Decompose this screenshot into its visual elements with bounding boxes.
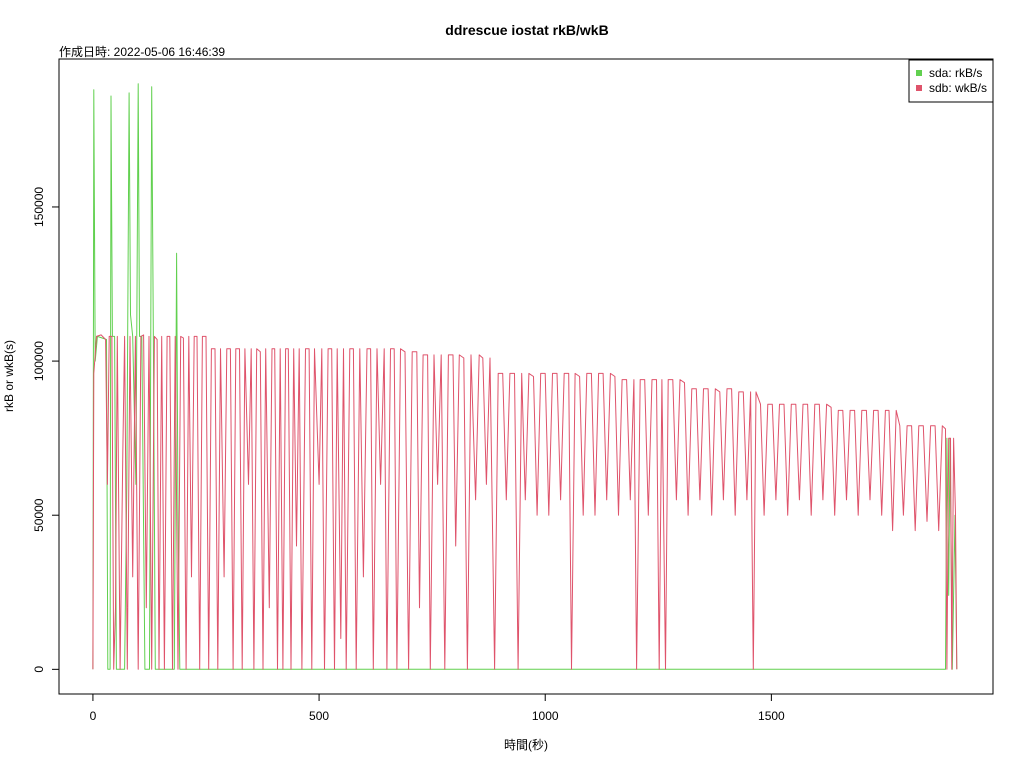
x-axis-label: 時間(秒) [504,738,548,752]
series-line-sdb [92,334,958,670]
y-axis-label: rkB or wkB(s) [2,340,16,412]
x-tick-label: 1500 [758,709,785,723]
y-tick-label: 50000 [32,498,46,532]
series-layer [92,83,958,670]
x-tick-label: 500 [309,709,329,723]
y-tick-label: 150000 [32,187,46,227]
y-tick-label: 0 [32,666,46,673]
x-axis: 0 500 1000 1500 [90,693,785,723]
legend-box [908,59,994,103]
legend: sda: rkB/s sdb: wkB/s [908,59,994,103]
legend-label-sdb: sdb: wkB/s [929,81,987,95]
y-tick-label: 100000 [32,341,46,381]
legend-swatch-sda [916,70,922,76]
x-tick-label: 0 [90,709,97,723]
chart-title: ddrescue iostat rkB/wkB [445,22,608,38]
chart-subtitle: 作成日時: 2022-05-06 16:46:39 [59,45,225,59]
series-line-sda [92,83,958,670]
y-axis: 0 50000 100000 150000 [32,187,60,673]
x-tick-label: 1000 [532,709,559,723]
legend-swatch-sdb [916,85,922,91]
legend-label-sda: sda: rkB/s [929,66,982,80]
